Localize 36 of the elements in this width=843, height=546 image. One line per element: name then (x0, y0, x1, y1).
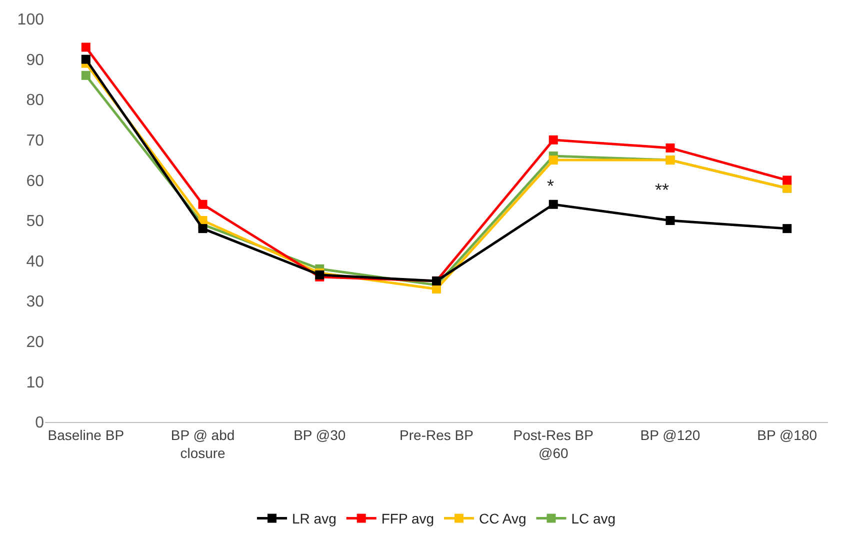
point (548, 156, 558, 165)
y-tick-label: 100 (17, 12, 44, 29)
point (81, 42, 90, 52)
point (81, 70, 90, 80)
x-tick-label: BP @ abd closure (170, 426, 235, 461)
x-tick-label: BP @180 (757, 426, 818, 443)
point (666, 216, 675, 225)
y-tick-label: 30 (26, 294, 44, 311)
x-tick-label: BP @120 (640, 426, 700, 443)
legend-label: FFP avg (381, 510, 434, 527)
legend-label: CC Avg (479, 510, 526, 527)
point (548, 200, 558, 209)
y-tick-label: 10 (26, 374, 44, 392)
x-tick-label: Baseline BP (48, 426, 124, 443)
x-tick-label: Pre-Res BP (400, 426, 474, 443)
y-tick-label: 90 (26, 52, 44, 69)
x-tick-label: BP @30 (294, 426, 346, 443)
x-tick-label: Post-Res BP @60 (513, 426, 594, 461)
y-tick-label: 20 (26, 334, 44, 351)
point (666, 143, 675, 152)
annotation: * (547, 176, 554, 196)
y-tick-label: 50 (26, 213, 44, 230)
y-tick-label: 0 (35, 414, 44, 432)
point (81, 54, 90, 64)
point (782, 224, 792, 234)
legend-label: LC avg (571, 510, 616, 527)
point (198, 224, 208, 234)
point (198, 200, 208, 209)
y-tick-label: 60 (26, 172, 44, 190)
point (782, 176, 792, 185)
point (548, 135, 558, 144)
y-tick-label: 80 (26, 92, 44, 110)
legend-label: LR avg (292, 510, 336, 527)
y-tick-label: 40 (26, 253, 44, 270)
annotation: ** (655, 180, 670, 200)
y-tick-label: 70 (26, 132, 44, 150)
